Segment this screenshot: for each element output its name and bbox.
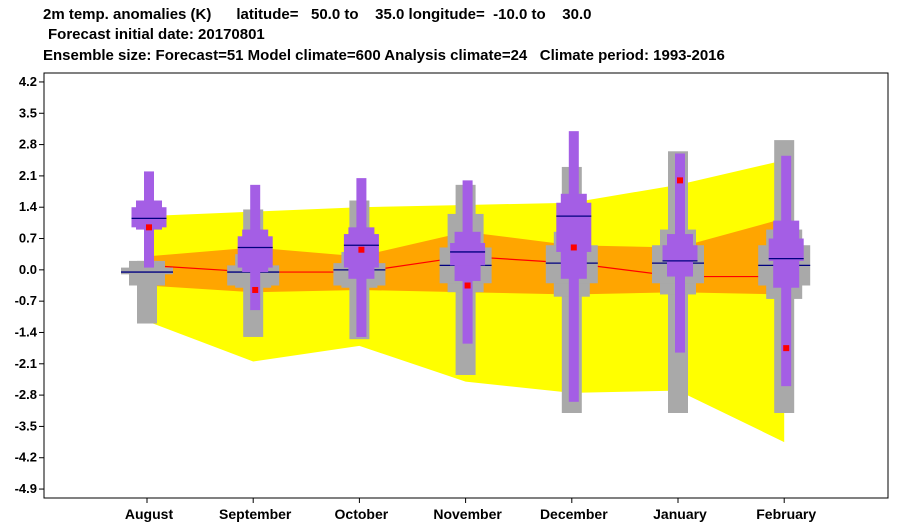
- analysis-marker: [358, 246, 365, 253]
- axes: 4.2 3.5 2.8 2.1 1.4 0.7 0.0 -0.7 -1.4 -2.1 -2.8 -3.…: [15, 72, 889, 522]
- forecast-iqr: [131, 207, 167, 228]
- analysis-marker: [146, 224, 152, 231]
- x-tick-label: September: [219, 506, 292, 522]
- y-tick-label: 3.5: [19, 105, 37, 120]
- forecast-box: [131, 171, 167, 268]
- forecast-iqr: [768, 238, 804, 261]
- y-tick-label: 1.4: [19, 199, 38, 214]
- analysis-marker: [783, 345, 790, 352]
- box-plots: [121, 131, 811, 413]
- y-tick-label: 0.0: [19, 262, 37, 277]
- forecast-initial-date: Forecast initial date: 20170801: [48, 26, 265, 43]
- forecast-iqr: [662, 245, 698, 261]
- x-tick-label: October: [335, 506, 389, 522]
- x-tick-label: January: [653, 506, 707, 522]
- y-tick-label: -4.2: [15, 450, 37, 465]
- x-tick-label: December: [540, 506, 608, 522]
- y-tick-label: 2.1: [19, 168, 37, 183]
- analysis-marker: [677, 177, 683, 184]
- y-tick-label: 0.7: [19, 231, 37, 246]
- forecast-box: [450, 180, 486, 344]
- y-tick-label: -3.5: [15, 418, 37, 433]
- x-tick-label: August: [125, 506, 174, 522]
- analysis-marker: [464, 282, 471, 289]
- y-tick-label: -4.9: [15, 481, 37, 496]
- y-tick-label: 4.2: [19, 74, 37, 89]
- y-tick-label: -2.8: [15, 387, 37, 402]
- y-tick-label: 2.8: [19, 137, 37, 152]
- header-title: 2m temp. anomalies (K) latitude= 50.0 to…: [43, 6, 592, 23]
- forecast-iqr: [237, 236, 273, 268]
- forecast-iqr: [556, 202, 592, 252]
- forecast-box: [768, 155, 804, 387]
- model-climate-iqr: [121, 267, 173, 275]
- y-tick-label: -2.1: [15, 356, 37, 371]
- forecast-box: [343, 178, 379, 337]
- analysis-marker: [570, 244, 577, 251]
- analysis-marker: [252, 286, 259, 293]
- forecast-box: [237, 184, 273, 311]
- y-tick-label: -1.4: [15, 324, 38, 339]
- forecast-box: [556, 131, 592, 402]
- ensemble-info: Ensemble size: Forecast=51 Model climate…: [43, 47, 725, 64]
- x-tick-label: November: [433, 506, 502, 522]
- forecast-iqr: [450, 243, 486, 266]
- forecast-box: [662, 153, 698, 353]
- y-tick-label: -0.7: [15, 293, 37, 308]
- x-tick-label: February: [756, 506, 816, 522]
